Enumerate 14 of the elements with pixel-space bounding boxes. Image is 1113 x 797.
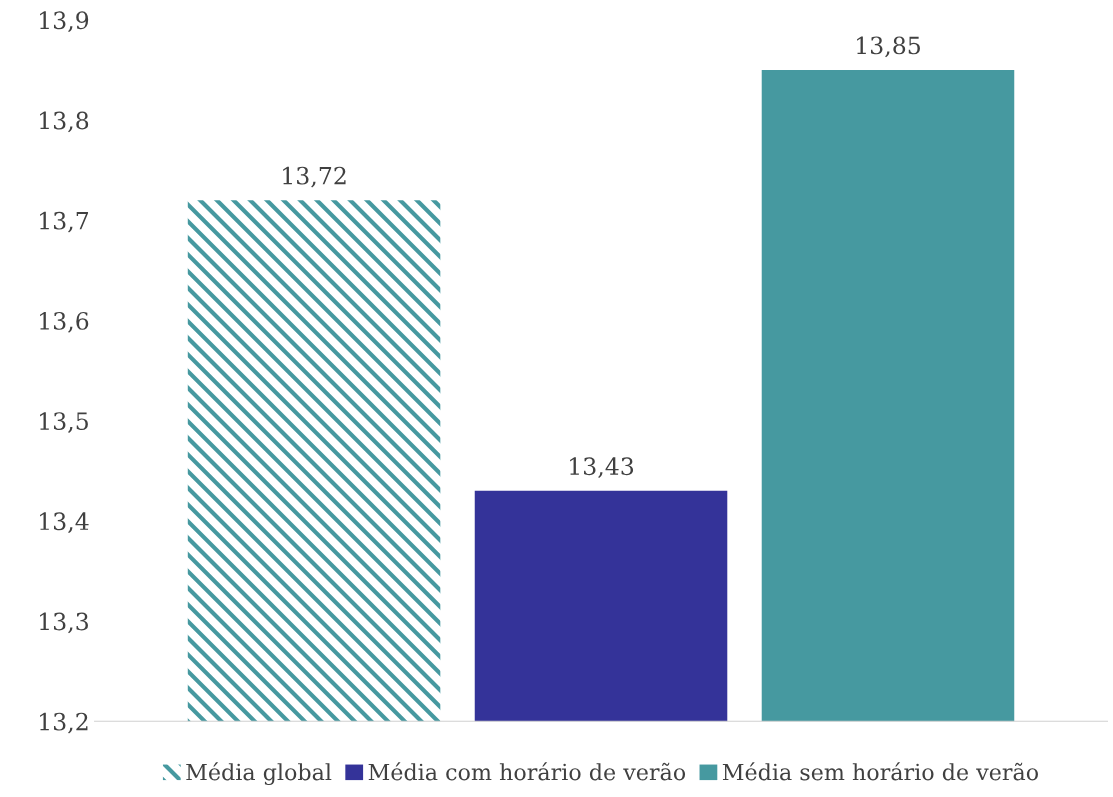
y-tick-label: 13,7 — [40, 211, 89, 233]
data-label: 13,85 — [857, 36, 920, 58]
y-tick-label: 13,4 — [40, 512, 89, 534]
legend-label: Média sem horário de verão — [722, 762, 1038, 781]
y-tick-label: 13,5 — [40, 412, 88, 433]
data-label: 13,72 — [283, 166, 346, 188]
y-tick-label: 13,9 — [40, 11, 89, 33]
data-label: 13,43 — [570, 457, 634, 479]
y-tick-label: 13,2 — [40, 712, 88, 734]
y-tick-label: 13,3 — [40, 612, 88, 634]
y-tick-label: 13,6 — [40, 311, 89, 333]
y-tick-label: 13,8 — [40, 111, 89, 133]
legend-label: Média com horário de verão — [368, 762, 686, 781]
legend-label: Média global — [186, 762, 332, 786]
